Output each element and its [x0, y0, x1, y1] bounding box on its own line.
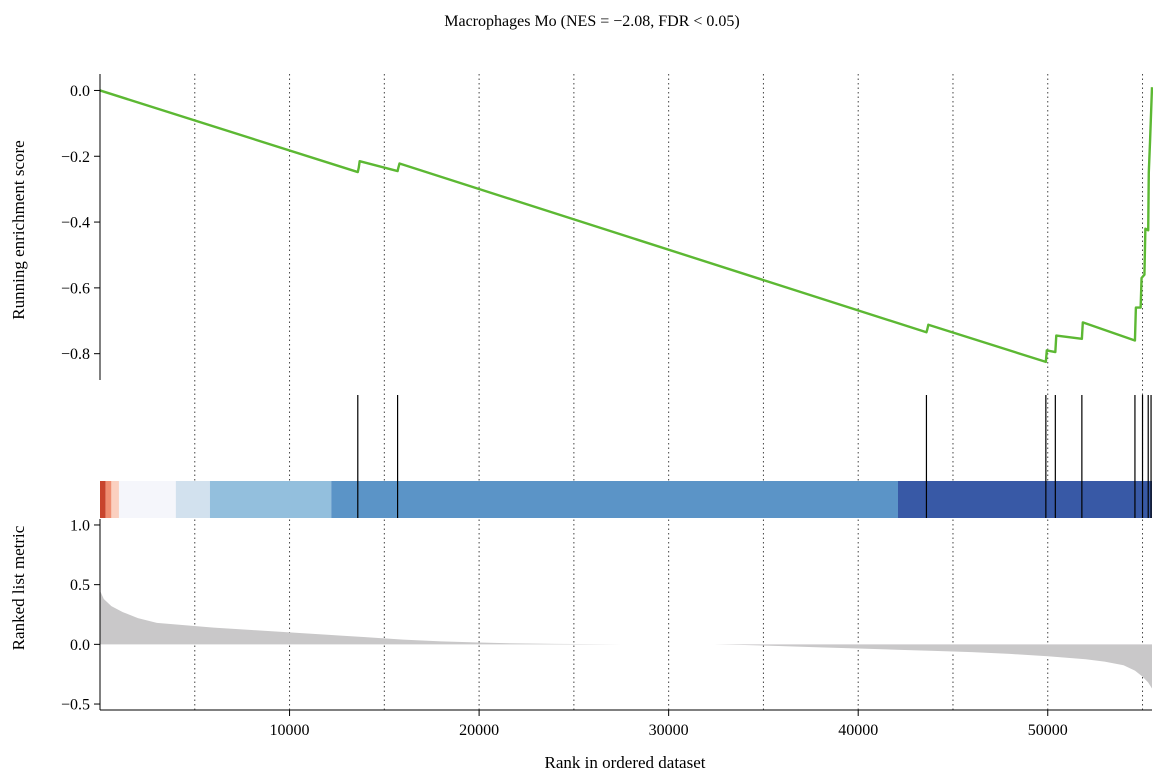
band-segment	[111, 481, 119, 518]
axes: Running enrichment score Ranked list met…	[9, 74, 1152, 772]
top-y-tick-label: 0.0	[70, 83, 90, 100]
band-segment	[209, 481, 332, 518]
band-segment	[898, 481, 1152, 518]
bottom-y-tick-label: 0.0	[70, 637, 90, 654]
top-y-tick-label: −0.8	[61, 346, 90, 363]
y-axis-label-running-score: Running enrichment score	[9, 140, 28, 319]
x-tick-label: 10000	[270, 722, 310, 739]
y-axis-label-ranked-metric: Ranked list metric	[9, 525, 28, 650]
bottom-y-tick-label: 0.5	[70, 577, 90, 594]
x-axis-label: Rank in ordered dataset	[545, 753, 706, 772]
running-score-path	[99, 87, 1153, 364]
bottom-y-tick-label: −0.5	[61, 697, 90, 714]
x-tick-label: 50000	[1028, 722, 1068, 739]
x-tick-label: 20000	[459, 722, 499, 739]
band-segment	[175, 481, 210, 518]
x-tick-label: 30000	[649, 722, 689, 739]
dotted-guides	[194, 74, 1144, 710]
ranked-metric-fill	[100, 590, 1152, 689]
band-segment	[105, 481, 112, 518]
band-segment	[118, 481, 176, 518]
band-segment	[100, 481, 106, 518]
gene-hit-marks	[357, 395, 1152, 518]
top-y-tick-label: −0.4	[61, 215, 90, 232]
band-segment	[331, 481, 899, 518]
bottom-y-tick-label: 1.0	[70, 517, 90, 534]
x-tick-label: 40000	[838, 722, 878, 739]
top-y-tick-label: −0.6	[61, 280, 90, 297]
rank-color-band	[100, 481, 1152, 518]
running-score-line	[99, 87, 1153, 364]
chart-title: Macrophages Mo (NES = −2.08, FDR < 0.05)	[444, 13, 740, 30]
top-y-tick-label: −0.2	[61, 149, 90, 166]
ranked-metric-area	[100, 590, 1152, 689]
